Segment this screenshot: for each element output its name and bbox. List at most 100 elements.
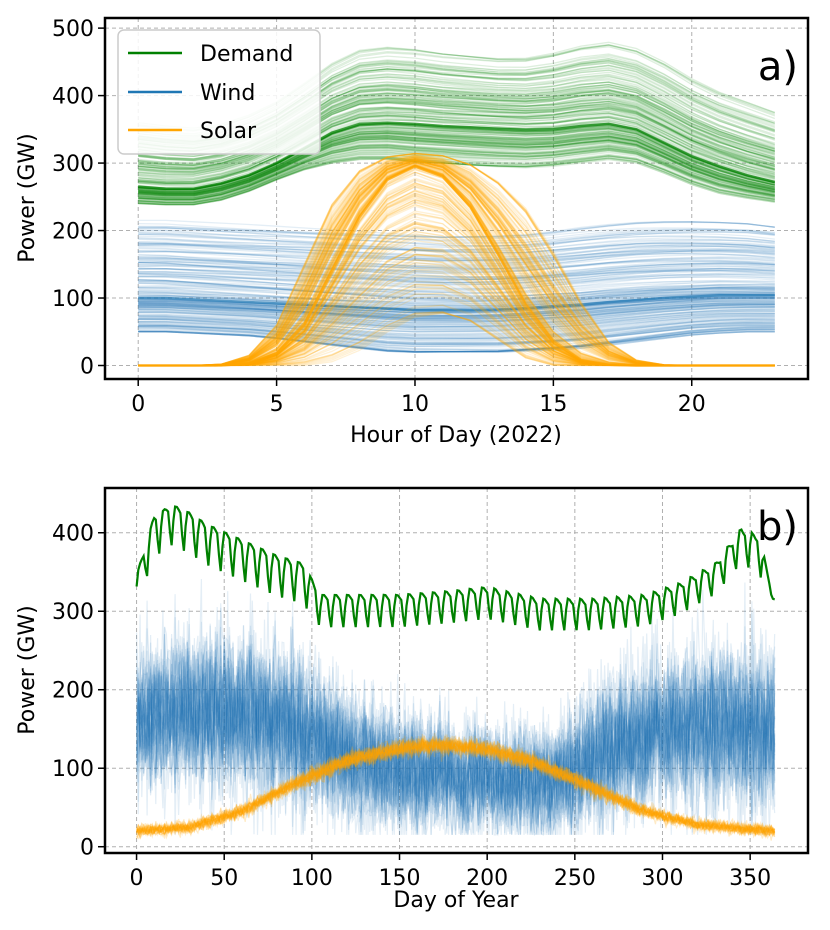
demand-daily-line — [138, 133, 775, 196]
wind-daily-line — [138, 264, 775, 281]
wind-daily-line — [138, 253, 775, 270]
demand-daily-line — [138, 148, 775, 202]
demand-daily-line — [138, 126, 775, 191]
demand-daily-line — [138, 86, 775, 170]
demand-daily-line — [138, 144, 775, 201]
x-tick-label: 0 — [131, 392, 145, 417]
demand-daily-line — [138, 114, 775, 184]
demand-daily-line — [138, 155, 775, 206]
demand-daily-line — [138, 131, 775, 193]
demand-daily-line — [138, 94, 775, 178]
demand-daily-line — [138, 100, 775, 171]
wind-daily-line — [138, 221, 775, 238]
wind-daily-line — [138, 231, 775, 251]
x-tick-label: 20 — [678, 392, 706, 417]
wind-daily-line — [138, 325, 775, 353]
wind-daily-line — [138, 249, 775, 272]
wind-daily-line — [138, 221, 775, 239]
demand-daily-line — [138, 108, 775, 189]
demand-daily-line — [138, 95, 775, 172]
solar-scenario-line — [136, 736, 776, 840]
solar-scenario-line — [136, 735, 776, 837]
demand-daily-line — [138, 102, 775, 173]
demand-daily-line — [138, 115, 775, 185]
wind-daily-line — [138, 267, 775, 284]
wind-daily-line — [138, 279, 775, 298]
demand-daily-line — [138, 136, 775, 195]
wind-daily-line — [138, 221, 775, 238]
demand-daily-line — [138, 106, 775, 177]
demand-daily-line — [138, 100, 775, 175]
demand-daily-line — [138, 100, 775, 184]
wind-daily-line — [138, 317, 775, 340]
wind-daily-line — [138, 321, 775, 346]
demand-daily-line — [138, 132, 775, 195]
demand-daily-line — [138, 136, 775, 196]
wind-daily-line — [138, 225, 775, 242]
solar-lines-a — [138, 152, 775, 367]
demand-typical-line — [138, 121, 776, 190]
demand-daily-line — [138, 114, 775, 183]
solar-scenario-line — [136, 732, 776, 837]
wind-scenario-line — [136, 631, 776, 835]
demand-daily-line — [138, 145, 775, 199]
wind-daily-line — [138, 226, 775, 247]
wind-daily-line — [138, 257, 775, 273]
y-axis-label-a: Power (GW) — [15, 133, 40, 262]
x-tick-label: 100 — [291, 866, 333, 891]
wind-daily-line — [138, 317, 775, 344]
x-tick-label: 5 — [270, 392, 284, 417]
solar-typical-line — [138, 165, 775, 367]
solar-scenario-line — [136, 738, 776, 840]
wind-daily-line — [138, 230, 775, 248]
wind-daily-line — [138, 298, 775, 319]
plot-frame-a — [103, 16, 810, 381]
wind-daily-line — [138, 285, 775, 311]
wind-daily-line — [138, 234, 775, 254]
wind-daily-line — [138, 243, 775, 262]
demand-daily-line — [138, 130, 775, 193]
demand-daily-line — [138, 100, 775, 171]
wind-daily-line — [138, 328, 775, 353]
wind-daily-line — [138, 297, 775, 318]
grid-b — [105, 488, 808, 853]
wind-daily-line — [138, 311, 775, 331]
wind-scenario-line — [136, 632, 776, 836]
wind-scenario-line — [136, 600, 776, 835]
demand-daily-line — [138, 134, 775, 196]
wind-daily-line — [138, 321, 775, 344]
wind-daily-line — [138, 306, 775, 328]
wind-daily-line — [138, 325, 775, 353]
wind-daily-line — [138, 297, 775, 316]
x-axis-label-a: Hour of Day (2022) — [350, 423, 562, 448]
wind-daily-line — [138, 326, 775, 353]
demand-daily-line — [138, 138, 775, 197]
x-tick-label: 10 — [401, 392, 429, 417]
wind-scenario-line — [136, 610, 776, 835]
demand-daily-line — [138, 128, 775, 193]
y-tick-label: 400 — [52, 522, 94, 547]
wind-daily-line — [138, 247, 775, 269]
y-tick-label: 100 — [52, 757, 94, 782]
wind-daily-line — [138, 322, 775, 348]
demand-daily-line — [138, 144, 775, 199]
wind-scenario-line — [136, 610, 776, 836]
wind-daily-line — [138, 286, 775, 307]
wind-daily-line — [138, 242, 775, 264]
demand-daily-line — [138, 135, 775, 198]
demand-daily-line — [138, 134, 775, 194]
solar-scenario-line — [136, 735, 776, 840]
wind-daily-line — [138, 273, 775, 297]
wind-daily-line — [138, 283, 775, 304]
wind-daily-line — [138, 239, 775, 260]
chart-panel-b: 0 50 100 150 200 250 300 350 0 100 200 300 400 Day … — [15, 486, 810, 913]
y-tick-label: 500 — [52, 17, 94, 42]
wind-daily-line — [138, 312, 775, 333]
wind-daily-line — [138, 303, 775, 326]
demand-daily-line — [138, 107, 775, 184]
demand-daily-line — [138, 102, 775, 181]
demand-daily-line — [138, 106, 775, 185]
wind-daily-line — [138, 306, 775, 326]
wind-daily-line — [138, 246, 775, 270]
y-tick-label: 200 — [52, 220, 94, 245]
